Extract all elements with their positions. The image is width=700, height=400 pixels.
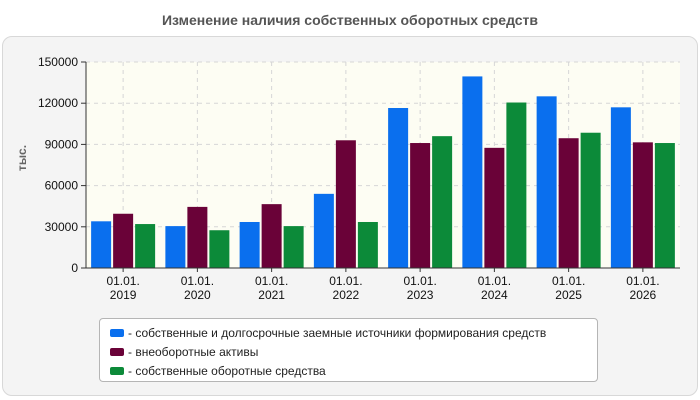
legend-item-series-1: - собственные и долгосрочные заемные ист… xyxy=(110,323,597,342)
bar xyxy=(580,132,601,268)
x-tick-label: 01.01. 2024 xyxy=(478,274,511,302)
bar xyxy=(610,107,631,268)
bar xyxy=(113,213,134,268)
legend-swatch xyxy=(110,328,124,337)
x-tick-label: 01.01. 2019 xyxy=(106,274,139,302)
x-tick-label: 01.01. 2023 xyxy=(403,274,436,302)
legend-label: - собственные оборотные средства xyxy=(128,363,326,378)
legend-swatch xyxy=(110,347,124,356)
x-tick-label: 01.01. 2021 xyxy=(255,274,288,302)
legend-label: - внеоборотные активы xyxy=(128,344,259,359)
x-tick-label: 01.01. 2026 xyxy=(626,274,659,302)
bar xyxy=(335,140,356,268)
bar xyxy=(388,108,409,268)
y-tick-label: 120000 xyxy=(38,96,78,110)
y-tick-label: 30000 xyxy=(45,220,79,234)
bar xyxy=(410,143,431,268)
y-tick-label: 150000 xyxy=(38,55,78,69)
bar xyxy=(187,206,208,268)
x-tick-label: 01.01. 2022 xyxy=(329,274,362,302)
y-tick-label: 0 xyxy=(71,261,78,275)
bar xyxy=(536,96,557,268)
x-tick-label: 01.01. 2020 xyxy=(181,274,214,302)
bar xyxy=(484,147,505,268)
bar xyxy=(209,230,230,268)
bar xyxy=(283,226,304,268)
x-tick-label: 01.01. 2025 xyxy=(552,274,585,302)
bar xyxy=(506,102,527,268)
bar xyxy=(632,142,653,268)
legend-item-series-3: - собственные оборотные средства xyxy=(110,361,597,380)
chart-title: Изменение наличия собственных оборотных … xyxy=(161,12,539,28)
legend-item-series-2: - внеоборотные активы xyxy=(110,342,597,361)
y-tick-label: 60000 xyxy=(45,179,79,193)
bar xyxy=(462,76,483,268)
bar xyxy=(558,138,579,268)
y-tick-label: 90000 xyxy=(45,137,79,151)
bar xyxy=(239,221,260,268)
legend-label: - собственные и долгосрочные заемные ист… xyxy=(128,325,547,340)
bar xyxy=(261,204,282,268)
y-axis-label: тыс. xyxy=(15,145,29,171)
bar xyxy=(654,143,675,268)
bar xyxy=(432,136,453,268)
chart-legend: - собственные и долгосрочные заемные ист… xyxy=(99,318,598,382)
legend-swatch xyxy=(110,366,124,375)
bar xyxy=(357,221,378,268)
bar xyxy=(165,226,186,268)
bar xyxy=(313,193,334,268)
bar xyxy=(91,221,112,268)
bar xyxy=(135,224,156,268)
